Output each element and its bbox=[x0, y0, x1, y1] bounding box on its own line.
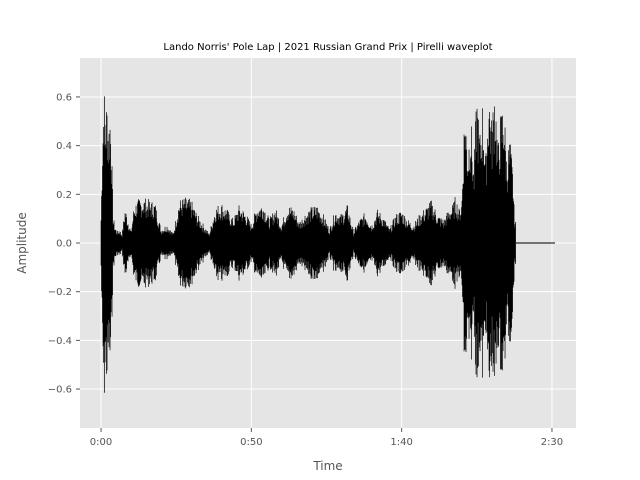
y-tick-label-6: −0.6 bbox=[48, 385, 72, 396]
waveform bbox=[100, 96, 555, 393]
y-axis-title: Amplitude bbox=[15, 212, 29, 274]
x-tick-label-3: 2:30 bbox=[541, 437, 563, 448]
waveform-signal bbox=[100, 96, 516, 393]
y-tick-label-1: 0.4 bbox=[56, 141, 72, 152]
y-tick-label-2: 0.2 bbox=[56, 190, 72, 201]
y-tick-label-0: 0.6 bbox=[56, 92, 72, 103]
x-axis-title: Time bbox=[312, 459, 342, 473]
x-tick-label-0: 0:00 bbox=[90, 437, 112, 448]
x-axis-ticks: 0:00 0:50 1:40 2:30 bbox=[90, 428, 563, 448]
y-tick-label-3: 0.0 bbox=[56, 239, 72, 250]
y-tick-label-5: −0.4 bbox=[48, 336, 72, 347]
y-axis-ticks: 0.6 0.4 0.2 0.0 −0.2 −0.4 −0.6 bbox=[48, 92, 80, 396]
chart-title: Lando Norris' Pole Lap | 2021 Russian Gr… bbox=[163, 42, 492, 53]
x-tick-label-2: 1:40 bbox=[390, 437, 412, 448]
x-tick-label-1: 0:50 bbox=[240, 437, 262, 448]
y-tick-label-4: −0.2 bbox=[48, 287, 72, 298]
